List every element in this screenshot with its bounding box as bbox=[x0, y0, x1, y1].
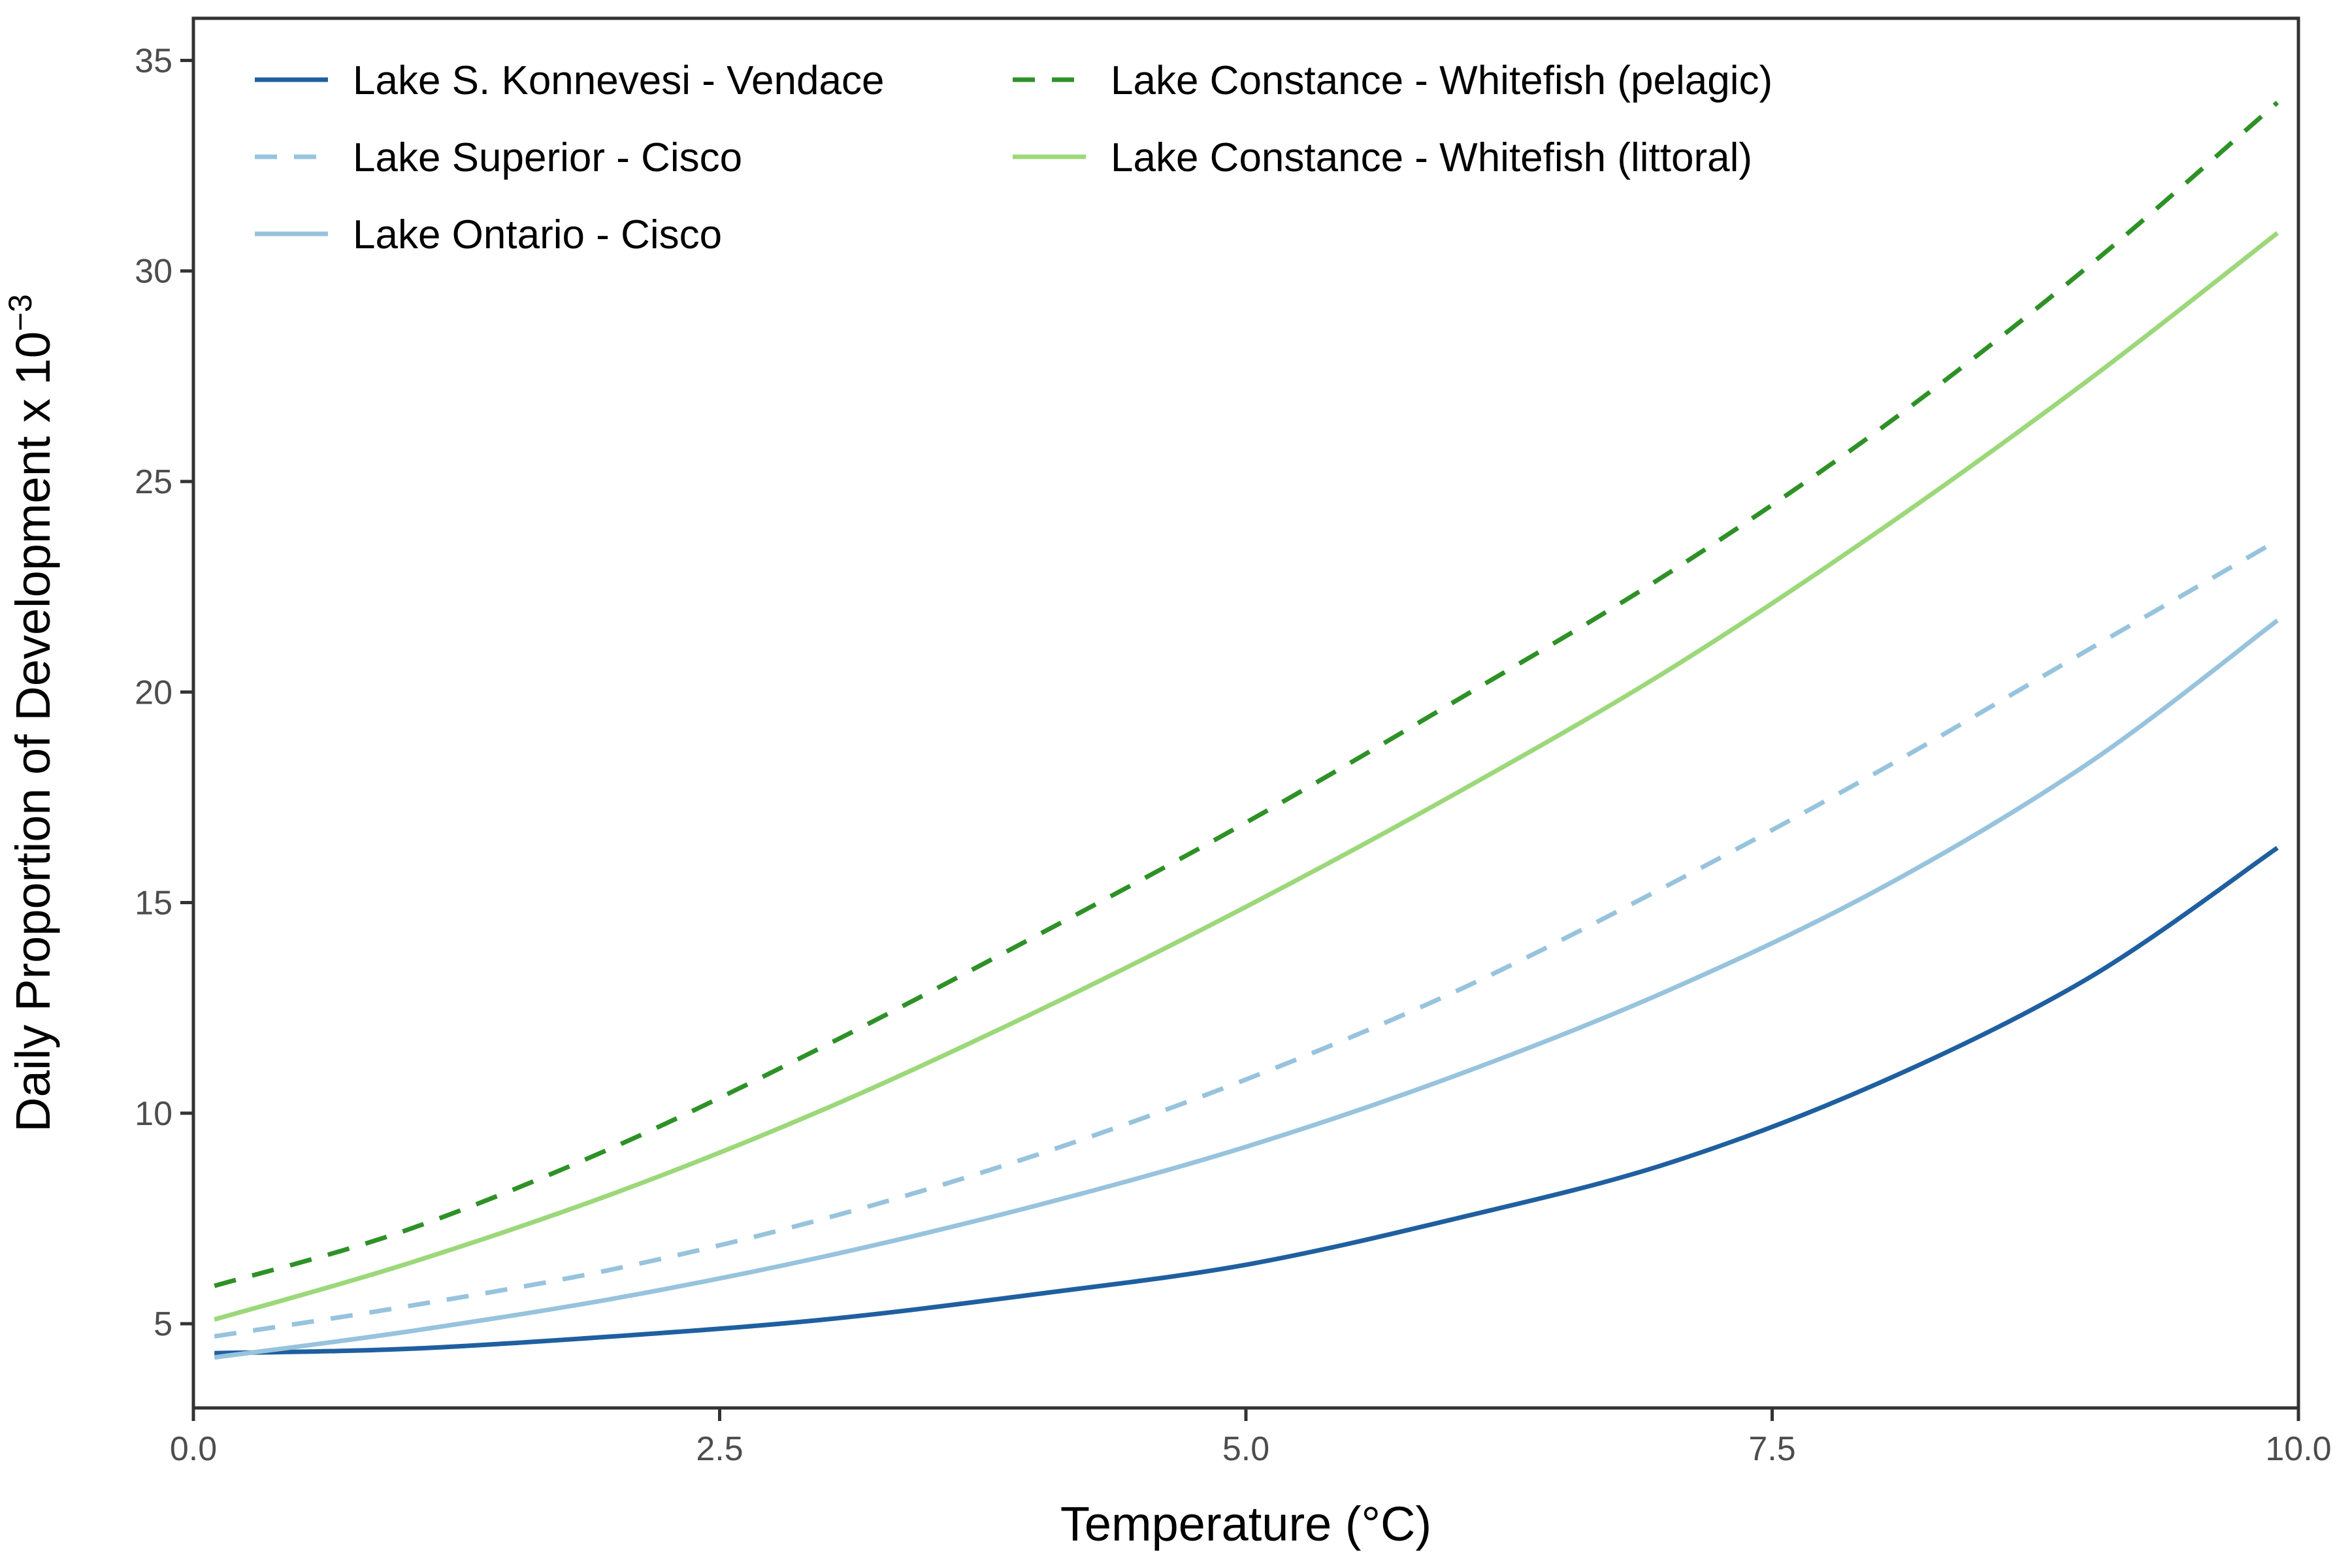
legend-item: Lake S. Konnevesi - Vendace bbox=[255, 58, 884, 103]
legend-label: Lake Superior - Cisco bbox=[353, 135, 742, 180]
plot-frame bbox=[191, 16, 2300, 1410]
legend-item: Lake Constance - Whitefish (pelagic) bbox=[1013, 58, 1772, 103]
x-tick-label: 10.0 bbox=[2265, 1430, 2331, 1468]
legend-label: Lake Constance - Whitefish (pelagic) bbox=[1111, 58, 1772, 103]
legend-label: Lake Ontario - Cisco bbox=[353, 212, 722, 257]
y-tick-label: 20 bbox=[135, 674, 172, 711]
legend-item: Lake Ontario - Cisco bbox=[255, 212, 722, 257]
y-tick-label: 30 bbox=[135, 253, 172, 291]
y-tick-label: 15 bbox=[135, 885, 172, 923]
series-line-lake-superior-cisco bbox=[214, 538, 2279, 1339]
x-tick-label: 7.5 bbox=[1748, 1430, 1795, 1468]
series-line-lake-constance-whitefish-littoral bbox=[214, 231, 2279, 1322]
legend: Lake S. Konnevesi - Vendace Lake Superior… bbox=[255, 58, 1772, 257]
y-tick-label: 5 bbox=[154, 1305, 172, 1343]
y-axis-title-exponent: −3 bbox=[2, 294, 39, 331]
x-tick-label: 0.0 bbox=[170, 1430, 217, 1468]
x-axis-title: Temperature (°C) bbox=[1060, 1497, 1431, 1551]
series-line-lake-s-konnevesi-vendace bbox=[214, 845, 2279, 1356]
legend-item: Lake Superior - Cisco bbox=[255, 135, 742, 180]
y-tick-label: 10 bbox=[135, 1095, 172, 1133]
series-line-lake-ontario-cisco bbox=[214, 618, 2279, 1360]
legend-label: Lake S. Konnevesi - Vendace bbox=[353, 58, 884, 103]
legend-item: Lake Constance - Whitefish (littoral) bbox=[1013, 135, 1752, 180]
y-tick-label: 25 bbox=[135, 463, 172, 501]
y-axis-title-main: Daily Proportion of Development x 10 bbox=[6, 331, 60, 1132]
x-tick-label: 5.0 bbox=[1222, 1430, 1269, 1468]
y-axis-title: Daily Proportion of Development x 10−3 bbox=[2, 294, 60, 1132]
legend-label: Lake Constance - Whitefish (littoral) bbox=[1111, 135, 1752, 180]
y-tick-label: 35 bbox=[135, 42, 172, 80]
series-lines bbox=[214, 101, 2279, 1360]
series-line-lake-constance-whitefish-pelagic bbox=[214, 101, 2279, 1288]
x-tick-label: 2.5 bbox=[696, 1430, 743, 1468]
axis-ticks: 0.0 2.5 5.0 7.5 10.0 5 10 15 20 25 30 35 bbox=[135, 42, 2331, 1468]
